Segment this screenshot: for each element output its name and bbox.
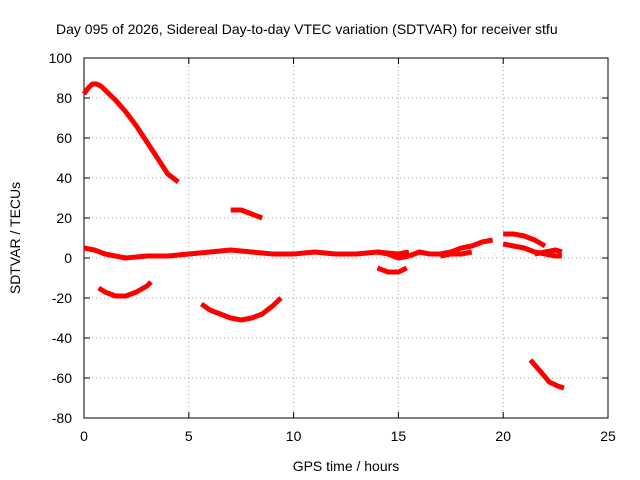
data-series	[81, 81, 565, 391]
plot-frame	[83, 57, 609, 419]
y-tick-label: -80	[52, 410, 72, 426]
y-tick-label: 60	[56, 130, 72, 146]
y-tick-label: 100	[49, 50, 73, 66]
series-band-7	[534, 247, 563, 257]
series-arc-2	[97, 280, 153, 299]
x-tick-label: 25	[600, 428, 616, 444]
y-tick-label: 80	[56, 90, 72, 106]
series-arc-3	[199, 296, 283, 323]
y-tick-label: 20	[56, 210, 72, 226]
axis-ticks	[83, 57, 609, 419]
grid-lines	[84, 58, 608, 418]
series-arc-5	[376, 265, 408, 275]
y-tick-label: -60	[52, 370, 72, 386]
series-band-1	[83, 245, 410, 261]
x-axis-label: GPS time / hours	[293, 458, 400, 474]
chart-title: Day 095 of 2026, Sidereal Day-to-day VTE…	[56, 21, 558, 37]
x-tick-labels: 0 5 10 15 20 25	[80, 428, 616, 444]
y-tick-labels: -80 -60 -40 -20 0 20 40 60 80 100	[49, 50, 73, 426]
x-tick-label: 15	[391, 428, 407, 444]
series-band-5	[503, 231, 547, 249]
y-tick-label: -20	[52, 290, 72, 306]
series-arc-4	[230, 207, 264, 221]
y-axis-label: SDTVAR / TECUs	[7, 182, 23, 294]
series-band-2	[376, 249, 410, 261]
y-tick-label: 40	[56, 170, 72, 186]
y-tick-label: -40	[52, 330, 72, 346]
y-tick-label: 0	[64, 250, 72, 266]
series-band-4	[439, 249, 473, 259]
x-tick-label: 0	[80, 428, 88, 444]
series-arc-6	[528, 358, 565, 391]
x-tick-label: 5	[185, 428, 193, 444]
x-tick-label: 10	[286, 428, 302, 444]
x-tick-label: 20	[495, 428, 511, 444]
series-arc-1	[81, 81, 180, 184]
